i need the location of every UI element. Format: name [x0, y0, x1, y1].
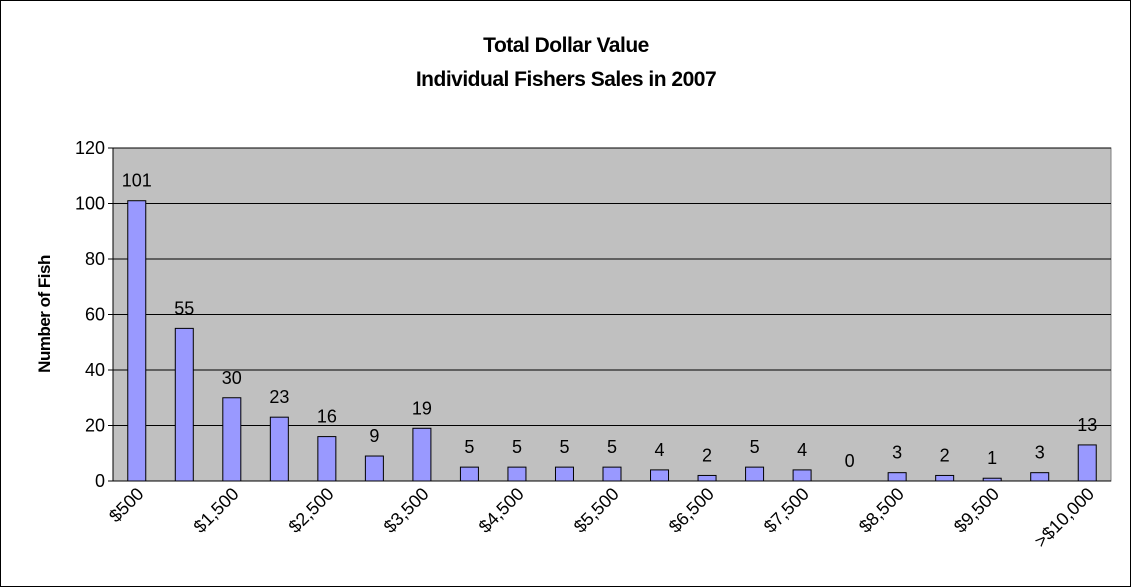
data-label: 1 [987, 448, 997, 468]
y-axis-label: Number of Fish [35, 255, 54, 373]
bar [982, 477, 1002, 482]
data-label: 4 [797, 440, 807, 460]
bar [554, 466, 574, 482]
bar [887, 472, 907, 482]
data-label: 3 [892, 443, 902, 463]
data-label: 16 [317, 407, 337, 427]
data-label: 13 [1077, 415, 1097, 435]
y-tick-label: 60 [85, 305, 105, 325]
data-label: 101 [122, 171, 152, 191]
data-label: 5 [559, 437, 569, 457]
bar [745, 466, 765, 482]
bar [127, 200, 147, 482]
bar [269, 416, 289, 482]
chart-title: Total Dollar Value [483, 34, 649, 57]
data-label: 5 [750, 437, 760, 457]
bar [317, 436, 337, 482]
data-label: 5 [464, 437, 474, 457]
data-label: 5 [607, 437, 617, 457]
bar [650, 469, 670, 482]
bar [459, 466, 479, 482]
bar [935, 474, 955, 482]
y-tick-label: 40 [85, 360, 105, 380]
y-tick-label: 120 [75, 138, 105, 158]
bar [602, 466, 622, 482]
data-label: 0 [845, 451, 855, 471]
data-label: 2 [940, 445, 950, 465]
bar [1077, 444, 1097, 482]
bar [222, 397, 242, 482]
chart-title: Individual Fishers Sales in 2007 [416, 68, 716, 91]
bar [792, 469, 812, 482]
bar [507, 466, 527, 482]
y-tick-label: 0 [95, 471, 105, 491]
data-label: 4 [655, 440, 665, 460]
data-label: 9 [369, 426, 379, 446]
y-tick-label: 100 [75, 194, 105, 214]
data-label: 3 [1035, 443, 1045, 463]
data-label: 23 [269, 387, 289, 407]
y-tick-label: 80 [85, 249, 105, 269]
bar [697, 474, 717, 482]
data-label: 55 [174, 298, 194, 318]
data-label: 19 [412, 398, 432, 418]
data-label: 5 [512, 437, 522, 457]
bar [412, 427, 432, 482]
data-label: 30 [222, 368, 242, 388]
bar [364, 455, 384, 482]
data-label: 2 [702, 445, 712, 465]
y-tick-label: 20 [85, 416, 105, 436]
bar [174, 327, 194, 482]
bar [1030, 472, 1050, 482]
